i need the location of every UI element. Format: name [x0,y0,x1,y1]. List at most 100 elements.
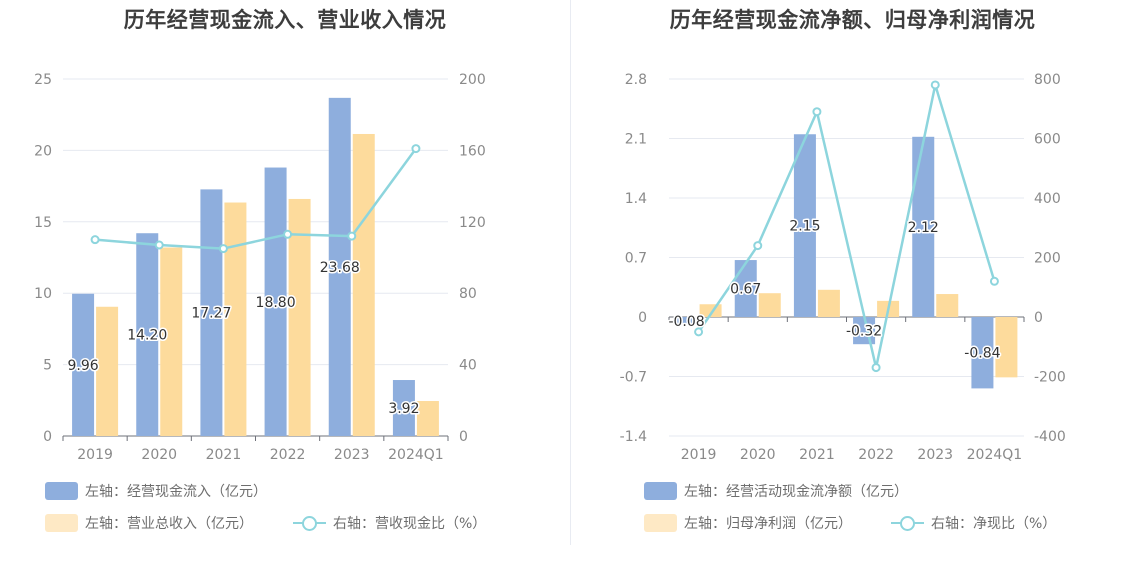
x-tick-label: 2019 [681,447,717,463]
y-left-tick-label: 2.1 [625,132,647,148]
bar-data-label: 14.20 [127,328,167,344]
bar-data-label: -0.84 [964,346,1000,362]
bar-data-label: 23.68 [320,260,360,276]
bar [328,97,351,436]
bar-data-label: 0.67 [730,282,761,298]
x-tick-label: 2021 [206,447,242,463]
x-tick-label: 2020 [740,447,776,463]
y-right-tick-label: 40 [459,358,477,374]
bar [793,134,816,317]
legend-item-cash-inflow[interactable]: 左轴：经营现金流入（亿元） [45,481,267,501]
legend-label: 左轴：经营活动现金流净额（亿元） [684,484,908,500]
legend-swatch-orange [644,514,677,532]
legend-item-ratio[interactable]: 右轴：营收现金比（%） [293,513,486,533]
y-left-tick-label: 0 [638,310,647,326]
y-right-tick-label: 160 [459,143,486,159]
y-right-tick-label: 0 [1034,310,1043,326]
line-point [218,244,228,254]
y-right-tick-label: 0 [459,429,468,445]
legend-label: 左轴：归母净利润（亿元） [684,516,852,532]
bar [72,293,95,436]
line-point [694,327,704,337]
bar [817,289,840,317]
bar [995,317,1018,378]
bar-data-label: 17.27 [191,306,231,322]
bar [734,260,757,317]
bar [936,294,959,317]
line-point [411,144,421,154]
chart-panel-left: 历年经营现金流入、营业收入情况 0 0 5 40 10 80 15 120 20 160 25 200… [34,8,486,533]
y-left-tick-label: -0.7 [620,370,647,386]
line-point [154,240,164,250]
legend-swatch-orange [45,514,78,532]
y-left-tick-label: 1.4 [625,191,647,207]
y-right-tick-label: -400 [1034,429,1066,445]
line-series [697,83,996,369]
chart-panel-right: 历年经营现金流净额、归母净利润情况 -1.4 -400 -0.7 -200 0 0 0.7 2… [571,0,1134,582]
bar [224,202,247,436]
x-tick-label: 2024Q1 [388,447,444,463]
chart-title: 历年经营现金流净额、归母净利润情况 [669,8,1036,32]
line-point [753,241,763,251]
x-tick-label: 2021 [799,447,835,463]
bar [136,233,159,436]
bar [160,247,183,436]
bar-data-label: 2.12 [908,220,939,236]
y-right-tick-label: 800 [1034,72,1061,88]
y-right-tick-label: 80 [459,286,477,302]
y-right-tick-label: 600 [1034,132,1061,148]
bar [912,136,935,317]
x-tick-label: 2022 [858,447,894,463]
bar [96,306,119,436]
y-left-tick-label: 25 [34,72,52,88]
x-tick-label: 2023 [917,447,953,463]
chart-right-svg: -1.4 -400 -0.7 -200 0 0 0.7 200 1.4 400 2.1 600 2.8 8… [620,72,1066,463]
legend-line-icon [293,514,326,532]
line-point [930,80,940,90]
y-right-tick-label: 400 [1034,191,1061,207]
y-left-tick-label: 0 [43,429,52,445]
bar [200,189,223,436]
line-point [90,235,100,245]
x-tick-label: 2020 [141,447,177,463]
y-right-tick-label: 200 [459,72,486,88]
legend-item-net-profit[interactable]: 左轴：归母净利润（亿元） [644,513,852,533]
bar [352,133,375,436]
line-point [283,229,293,239]
y-left-tick-label: 5 [43,358,52,374]
bar [675,317,698,324]
chart-title: 历年经营现金流入、营业收入情况 [123,8,447,32]
y-left-tick-label: 15 [34,215,52,231]
legend-item-revenue[interactable]: 左轴：营业总收入（亿元） [45,513,253,533]
bar-data-label: -0.08 [668,314,704,330]
bar [971,317,994,389]
bar-data-label: 18.80 [256,295,296,311]
legend-item-net-cash[interactable]: 左轴：经营活动现金流净额（亿元） [644,481,908,501]
line-series [94,147,417,250]
line-point [871,363,881,373]
y-left-tick-label: 2.8 [625,72,647,88]
y-left-tick-label: -1.4 [620,429,647,445]
x-tick-label: 2022 [270,447,306,463]
bar [416,401,439,436]
legend-label: 左轴：营业总收入（亿元） [85,516,253,532]
line-point [989,276,999,286]
bar-data-label: 2.15 [789,219,820,235]
bar [288,198,311,436]
line-point [347,231,357,241]
bar-data-label: 3.92 [388,401,419,417]
x-tick-label: 2024Q1 [967,447,1023,463]
legend-item-net-ratio[interactable]: 右轴：净现比（%） [891,513,1056,533]
bar-data-label: 9.96 [67,358,98,374]
y-left-tick-label: 0.7 [625,251,647,267]
panel-divider [570,0,571,545]
y-right-tick-label: -200 [1034,370,1066,386]
y-left-tick-label: 20 [34,143,52,159]
legend-swatch-blue [644,482,677,500]
y-left-tick-label: 10 [34,286,52,302]
bar-data-label: -0.32 [846,324,882,340]
legend-line-icon [891,514,924,532]
y-right-tick-label: 200 [1034,251,1061,267]
legend-label: 右轴：营收现金比（%） [333,516,487,532]
x-tick-label: 2023 [334,447,370,463]
